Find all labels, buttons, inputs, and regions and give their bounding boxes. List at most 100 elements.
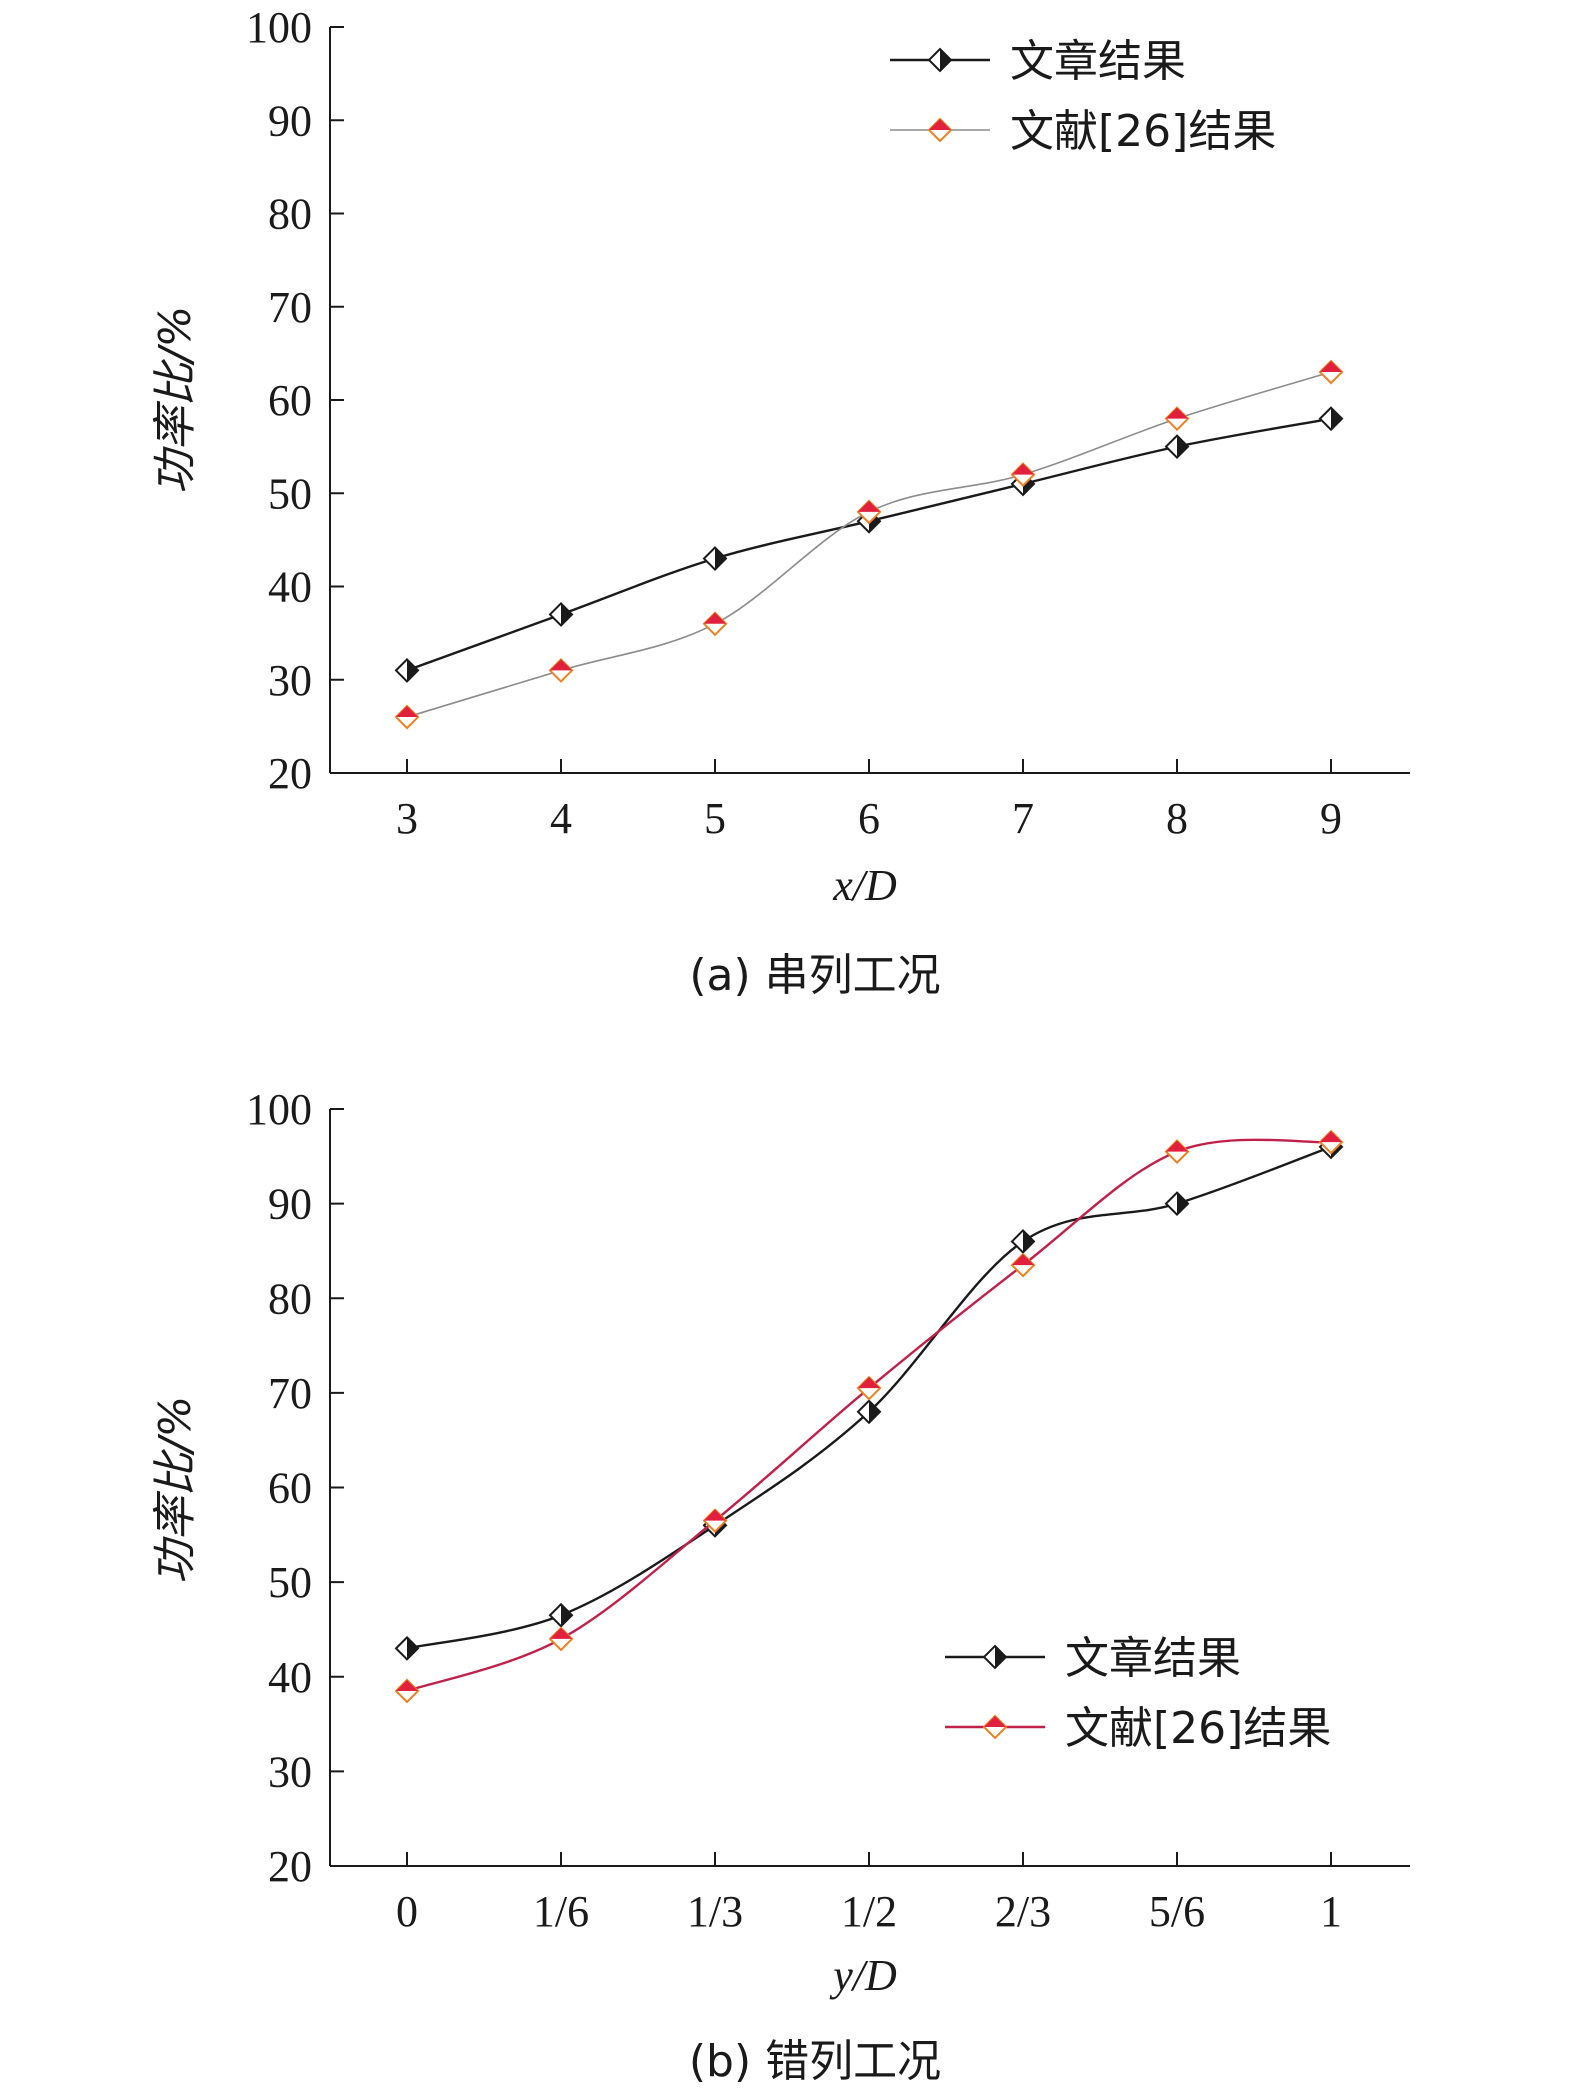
marker-fill xyxy=(704,612,726,624)
data-point xyxy=(1318,359,1344,385)
legend-label: 文章结果 xyxy=(1010,36,1186,87)
data-point xyxy=(702,546,728,571)
data-point xyxy=(1318,1129,1344,1155)
y-tick-label: 20 xyxy=(268,1842,312,1891)
marker-fill xyxy=(995,1646,1006,1668)
data-point xyxy=(1164,434,1190,460)
marker-fill xyxy=(1320,1131,1342,1143)
marker-fill xyxy=(929,119,951,130)
data-point xyxy=(1164,1191,1190,1217)
legend-label: 文章结果 xyxy=(1065,1633,1241,1684)
marker-fill xyxy=(984,1716,1006,1727)
x-tick-label: 1/2 xyxy=(841,1887,897,1936)
y-tick-label: 40 xyxy=(268,563,312,612)
y-tick-label: 80 xyxy=(268,1274,312,1323)
marker-fill xyxy=(858,500,880,512)
marker-fill xyxy=(1320,361,1342,373)
y-tick-label: 90 xyxy=(268,1180,312,1229)
x-tick-label: 5 xyxy=(704,794,726,843)
x-tick-label: 7 xyxy=(1012,794,1034,843)
marker-fill xyxy=(407,1637,418,1660)
data-point xyxy=(1318,406,1344,432)
data-point xyxy=(548,1602,574,1628)
y-tick-label: 80 xyxy=(268,190,312,239)
legend-item: 文章结果 xyxy=(945,1633,1241,1684)
marker-fill xyxy=(407,659,418,682)
legend-label: 文献[26]结果 xyxy=(1010,106,1276,157)
y-tick-label: 50 xyxy=(268,1558,312,1607)
chart-caption: (a) 串列工况 xyxy=(689,950,940,1001)
series-1 xyxy=(394,406,1344,683)
marker-fill xyxy=(1166,1140,1188,1152)
marker-fill xyxy=(1023,1230,1034,1253)
data-point xyxy=(1010,462,1036,488)
data-point xyxy=(702,1508,728,1534)
marker-fill xyxy=(561,603,572,626)
x-tick-label: 9 xyxy=(1320,794,1342,843)
legend-swatch-marker xyxy=(927,47,953,73)
chart-caption: (b) 错列工况 xyxy=(689,2036,941,2087)
y-tick-label: 70 xyxy=(268,1369,312,1418)
marker-fill xyxy=(1177,1192,1188,1215)
marker-fill xyxy=(396,1679,418,1691)
series-2 xyxy=(394,1129,1344,1704)
x-tick-label: 1/3 xyxy=(687,1887,743,1936)
y-tick-label: 100 xyxy=(246,1085,312,1134)
marker-fill xyxy=(561,1604,572,1627)
y-tick-label: 50 xyxy=(268,469,312,518)
y-tick-label: 30 xyxy=(268,1747,312,1796)
y-tick-label: 60 xyxy=(268,376,312,425)
marker-fill xyxy=(1012,1254,1034,1266)
y-tick-label: 60 xyxy=(268,1464,312,1513)
marker-fill xyxy=(858,1377,880,1389)
data-point xyxy=(394,1678,420,1704)
legend-item: 文献[26]结果 xyxy=(890,106,1276,157)
data-point xyxy=(1010,1229,1036,1254)
marker-fill xyxy=(869,1400,880,1423)
legend-item: 文献[26]结果 xyxy=(945,1703,1331,1754)
y-tick-label: 40 xyxy=(268,1653,312,1702)
x-tick-label: 5/6 xyxy=(1149,1887,1205,1936)
y-axis-label: 功率比/% xyxy=(150,306,201,495)
y-tick-label: 20 xyxy=(268,749,312,798)
chart-panel-b: 20 30 40 50 60 70 80 90 100 0 1/6 1/3 1/2 2/3 5/6 1 功率比/… xyxy=(150,1085,1410,2087)
y-tick-label: 30 xyxy=(268,656,312,705)
marker-fill xyxy=(940,49,951,71)
legend-swatch-marker xyxy=(982,1644,1008,1670)
data-point xyxy=(548,602,574,627)
data-point xyxy=(702,611,728,637)
data-point xyxy=(1164,406,1190,432)
marker-fill xyxy=(1331,407,1342,430)
x-tick-label: 1/6 xyxy=(533,1887,589,1936)
data-point xyxy=(856,1399,882,1425)
x-tick-label: 3 xyxy=(396,794,418,843)
data-point xyxy=(548,658,574,683)
x-tick-label: 0 xyxy=(396,1887,418,1936)
data-point xyxy=(548,1626,574,1652)
data-point xyxy=(856,499,882,525)
y-axis-label: 功率比/% xyxy=(150,1396,201,1585)
series-line xyxy=(406,371,1332,718)
y-tick-label: 100 xyxy=(246,3,312,52)
x-tick-label: 2/3 xyxy=(995,1887,1051,1936)
legend-swatch-marker xyxy=(982,1714,1008,1740)
marker-fill xyxy=(704,1509,726,1521)
data-point xyxy=(1164,1139,1190,1164)
y-tick-label: 70 xyxy=(268,283,312,332)
series-line xyxy=(406,417,1332,672)
legend-item: 文章结果 xyxy=(890,36,1186,87)
data-point xyxy=(856,1375,882,1401)
legend-swatch-marker xyxy=(927,117,953,143)
data-point xyxy=(394,704,420,730)
x-tick-label: 8 xyxy=(1166,794,1188,843)
series-2 xyxy=(394,359,1344,730)
legend-label: 文献[26]结果 xyxy=(1065,1703,1331,1754)
marker-fill xyxy=(1177,435,1188,458)
x-tick-label: 4 xyxy=(550,794,572,843)
marker-fill xyxy=(396,706,418,718)
x-tick-label: 6 xyxy=(858,794,880,843)
marker-fill xyxy=(715,547,726,570)
y-tick-label: 90 xyxy=(268,96,312,145)
